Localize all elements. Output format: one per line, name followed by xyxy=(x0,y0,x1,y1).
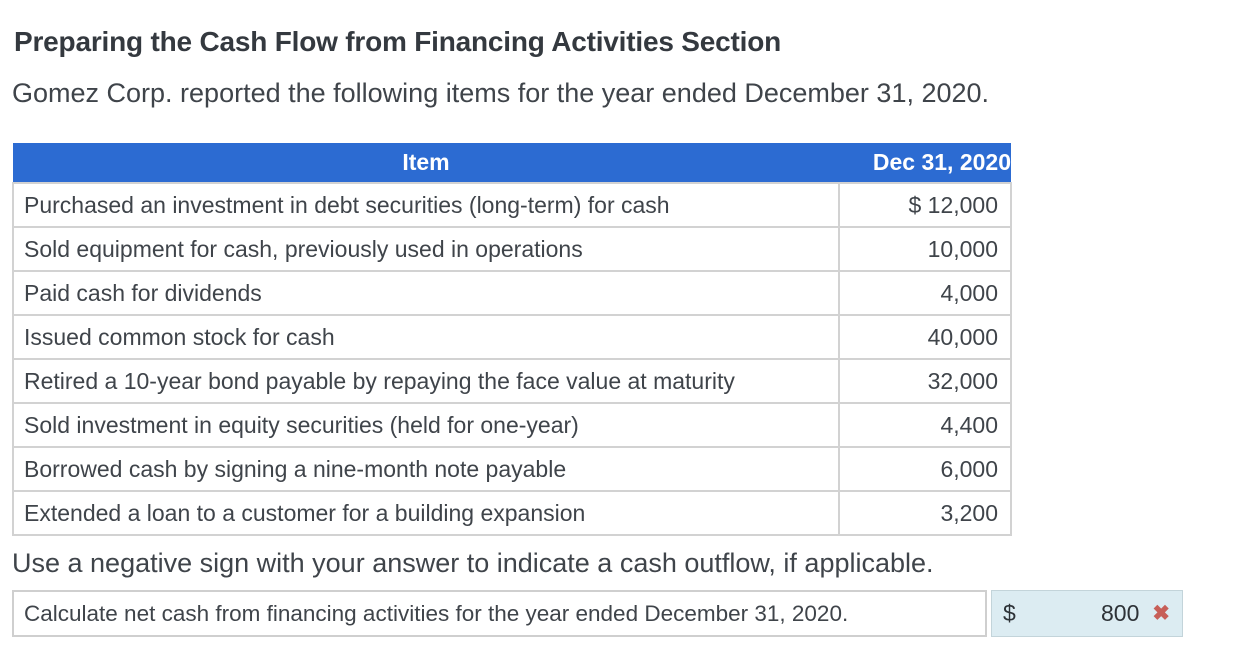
item-cell: Borrowed cash by signing a nine-month no… xyxy=(12,446,840,492)
value-cell: 10,000 xyxy=(838,226,1012,272)
table-row: Sold equipment for cash, previously used… xyxy=(12,226,1012,272)
answer-row: Calculate net cash from financing activi… xyxy=(12,590,1183,637)
items-table: Item Dec 31, 2020 Purchased an investmen… xyxy=(12,143,1012,536)
item-cell: Sold equipment for cash, previously used… xyxy=(12,226,840,272)
item-cell: Extended a loan to a customer for a buil… xyxy=(12,490,840,536)
item-cell: Sold investment in equity securities (he… xyxy=(12,402,840,448)
page-title: Preparing the Cash Flow from Financing A… xyxy=(14,26,782,57)
table-row: Extended a loan to a customer for a buil… xyxy=(12,490,1012,536)
column-header-item: Item xyxy=(13,143,839,183)
column-header-date: Dec 31, 2020 xyxy=(839,143,1011,183)
value-cell: 40,000 xyxy=(838,314,1012,360)
answer-field[interactable]: $ 800 ✖ xyxy=(991,590,1183,637)
value-cell: $ 12,000 xyxy=(838,182,1012,228)
instruction-text: Use a negative sign with your answer to … xyxy=(12,548,934,578)
table-row: Borrowed cash by signing a nine-month no… xyxy=(12,446,1012,492)
value-cell: 4,000 xyxy=(838,270,1012,316)
table-row: Retired a 10-year bond payable by repayi… xyxy=(12,358,1012,404)
table-row: Purchased an investment in debt securiti… xyxy=(12,182,1012,228)
item-cell: Issued common stock for cash xyxy=(12,314,840,360)
item-cell: Retired a 10-year bond payable by repayi… xyxy=(12,358,840,404)
table-row: Sold investment in equity securities (he… xyxy=(12,402,1012,448)
currency-symbol: $ xyxy=(1003,600,1016,626)
table-row: Paid cash for dividends 4,000 xyxy=(12,270,1012,316)
value-cell: 32,000 xyxy=(838,358,1012,404)
item-cell: Purchased an investment in debt securiti… xyxy=(12,182,840,228)
value-cell: 4,400 xyxy=(838,402,1012,448)
item-cell: Paid cash for dividends xyxy=(12,270,840,316)
answer-prompt: Calculate net cash from financing activi… xyxy=(12,590,987,637)
answer-input-value[interactable]: 800 xyxy=(1101,600,1140,626)
incorrect-x-icon: ✖ xyxy=(1152,602,1170,625)
table-row: Issued common stock for cash 40,000 xyxy=(12,314,1012,360)
value-cell: 6,000 xyxy=(838,446,1012,492)
intro-text: Gomez Corp. reported the following items… xyxy=(12,78,990,108)
table-header-row: Item Dec 31, 2020 xyxy=(13,143,1011,183)
value-cell: 3,200 xyxy=(838,490,1012,536)
